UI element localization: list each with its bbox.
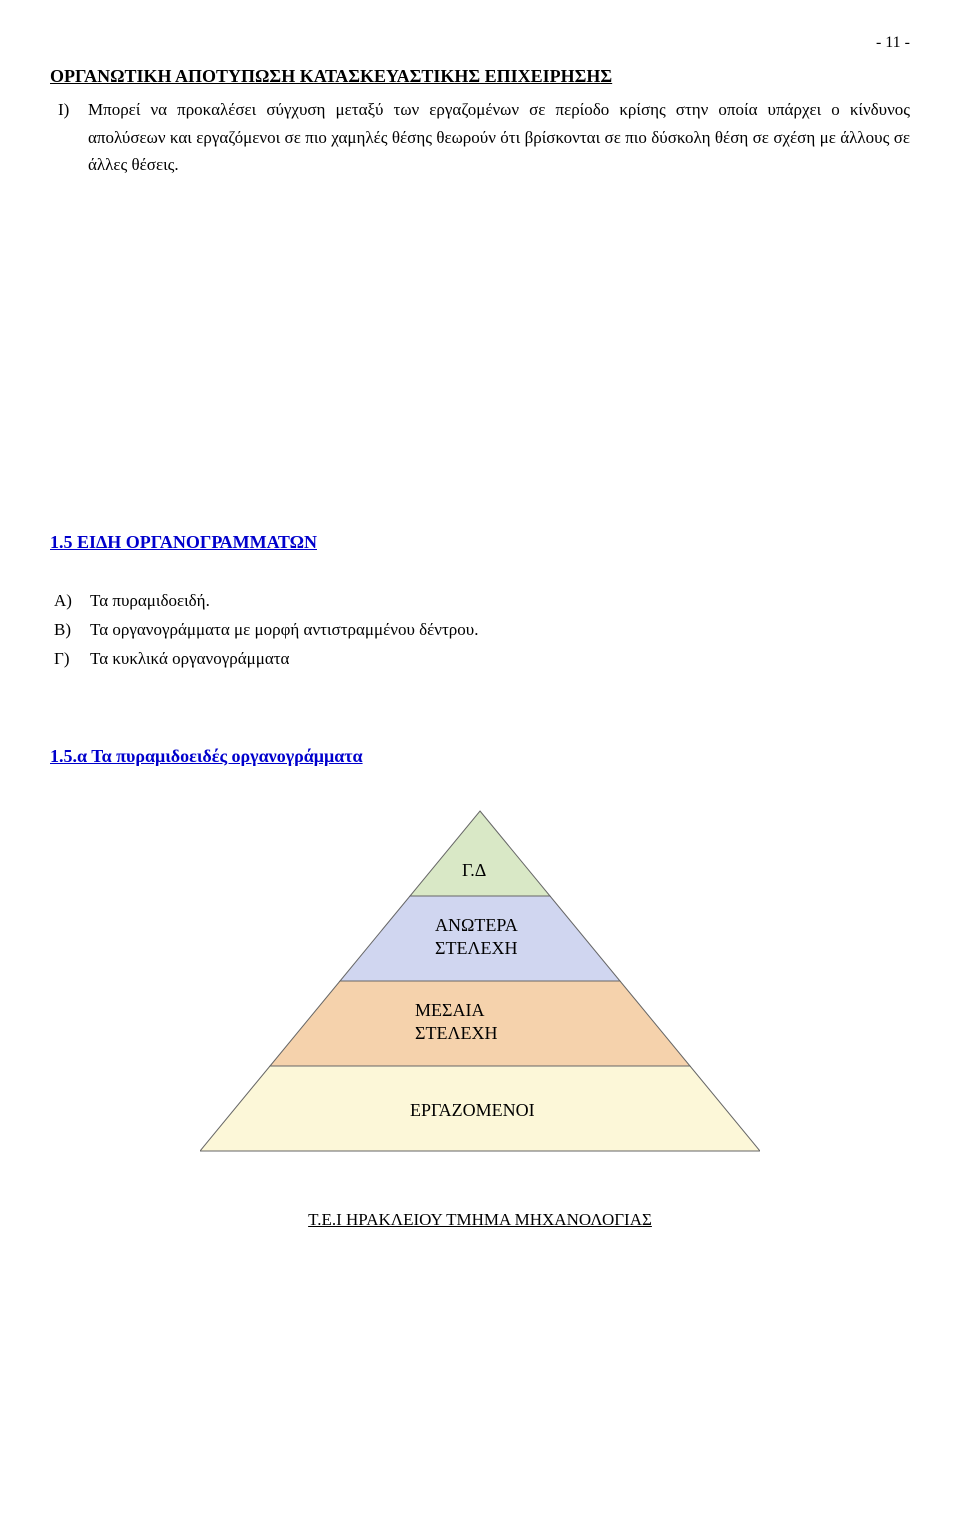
pyramid-svg: Γ.Δ ΑΝΩΤΕΡΑ ΣΤΕΛΕΧΗ ΜΕΣΑΙΑ ΣΤΕΛΕΧΗ ΕΡΓΑΖ… <box>200 806 760 1156</box>
pyramid-label-3-line1: ΜΕΣΑΙΑ <box>415 1000 484 1020</box>
section-1-5-heading: 1.5 ΕΙΔΗ ΟΡΓΑΝΟΓΡΑΜΜΑΤΩΝ <box>50 528 910 557</box>
pyramid-label-1: Γ.Δ <box>462 860 486 880</box>
list-marker-c: Γ) <box>54 645 90 672</box>
list-text-a: Τα πυραμιδοειδή. <box>90 587 210 614</box>
section-1-5-a-heading: 1.5.α Τα πυραμιδοειδές οργανογράμματα <box>50 742 910 771</box>
pyramid-label-4: ΕΡΓΑΖΟΜΕΝΟΙ <box>410 1100 535 1120</box>
page-number: - 11 - <box>50 30 910 56</box>
types-list: Α) Τα πυραμιδοειδή. Β) Τα οργανογράμματα… <box>54 587 910 673</box>
pyramid-label-2-line2: ΣΤΕΛΕΧΗ <box>435 938 518 958</box>
footer-text: Τ.Ε.Ι ΗΡΑΚΛΕΙΟΥ ΤΜΗΜΑ ΜΗΧΑΝΟΛΟΓΙΑΣ <box>50 1206 910 1233</box>
list-item: Α) Τα πυραμιδοειδή. <box>54 587 910 614</box>
pyramid-label-3-line2: ΣΤΕΛΕΧΗ <box>415 1023 498 1043</box>
intro-marker: Ι) <box>58 96 88 178</box>
list-text-c: Τα κυκλικά οργανογράμματα <box>90 645 289 672</box>
list-item: Γ) Τα κυκλικά οργανογράμματα <box>54 645 910 672</box>
intro-paragraph: Ι) Μπορεί να προκαλέσει σύγχυση μεταξύ τ… <box>58 96 910 178</box>
pyramid-label-2-line1: ΑΝΩΤΕΡΑ <box>435 915 518 935</box>
list-marker-a: Α) <box>54 587 90 614</box>
intro-text: Μπορεί να προκαλέσει σύγχυση μεταξύ των … <box>88 96 910 178</box>
document-title: ΟΡΓΑΝΩΤΙΚΗ ΑΠΟΤΥΠΩΣΗ ΚΑΤΑΣΚΕΥΑΣΤΙΚΗΣ ΕΠΙ… <box>50 62 910 91</box>
list-text-b: Τα οργανογράμματα με μορφή αντιστραμμένο… <box>90 616 478 643</box>
list-marker-b: Β) <box>54 616 90 643</box>
pyramid-level-1 <box>410 811 550 896</box>
list-item: Β) Τα οργανογράμματα με μορφή αντιστραμμ… <box>54 616 910 643</box>
pyramid-diagram: Γ.Δ ΑΝΩΤΕΡΑ ΣΤΕΛΕΧΗ ΜΕΣΑΙΑ ΣΤΕΛΕΧΗ ΕΡΓΑΖ… <box>200 806 760 1156</box>
